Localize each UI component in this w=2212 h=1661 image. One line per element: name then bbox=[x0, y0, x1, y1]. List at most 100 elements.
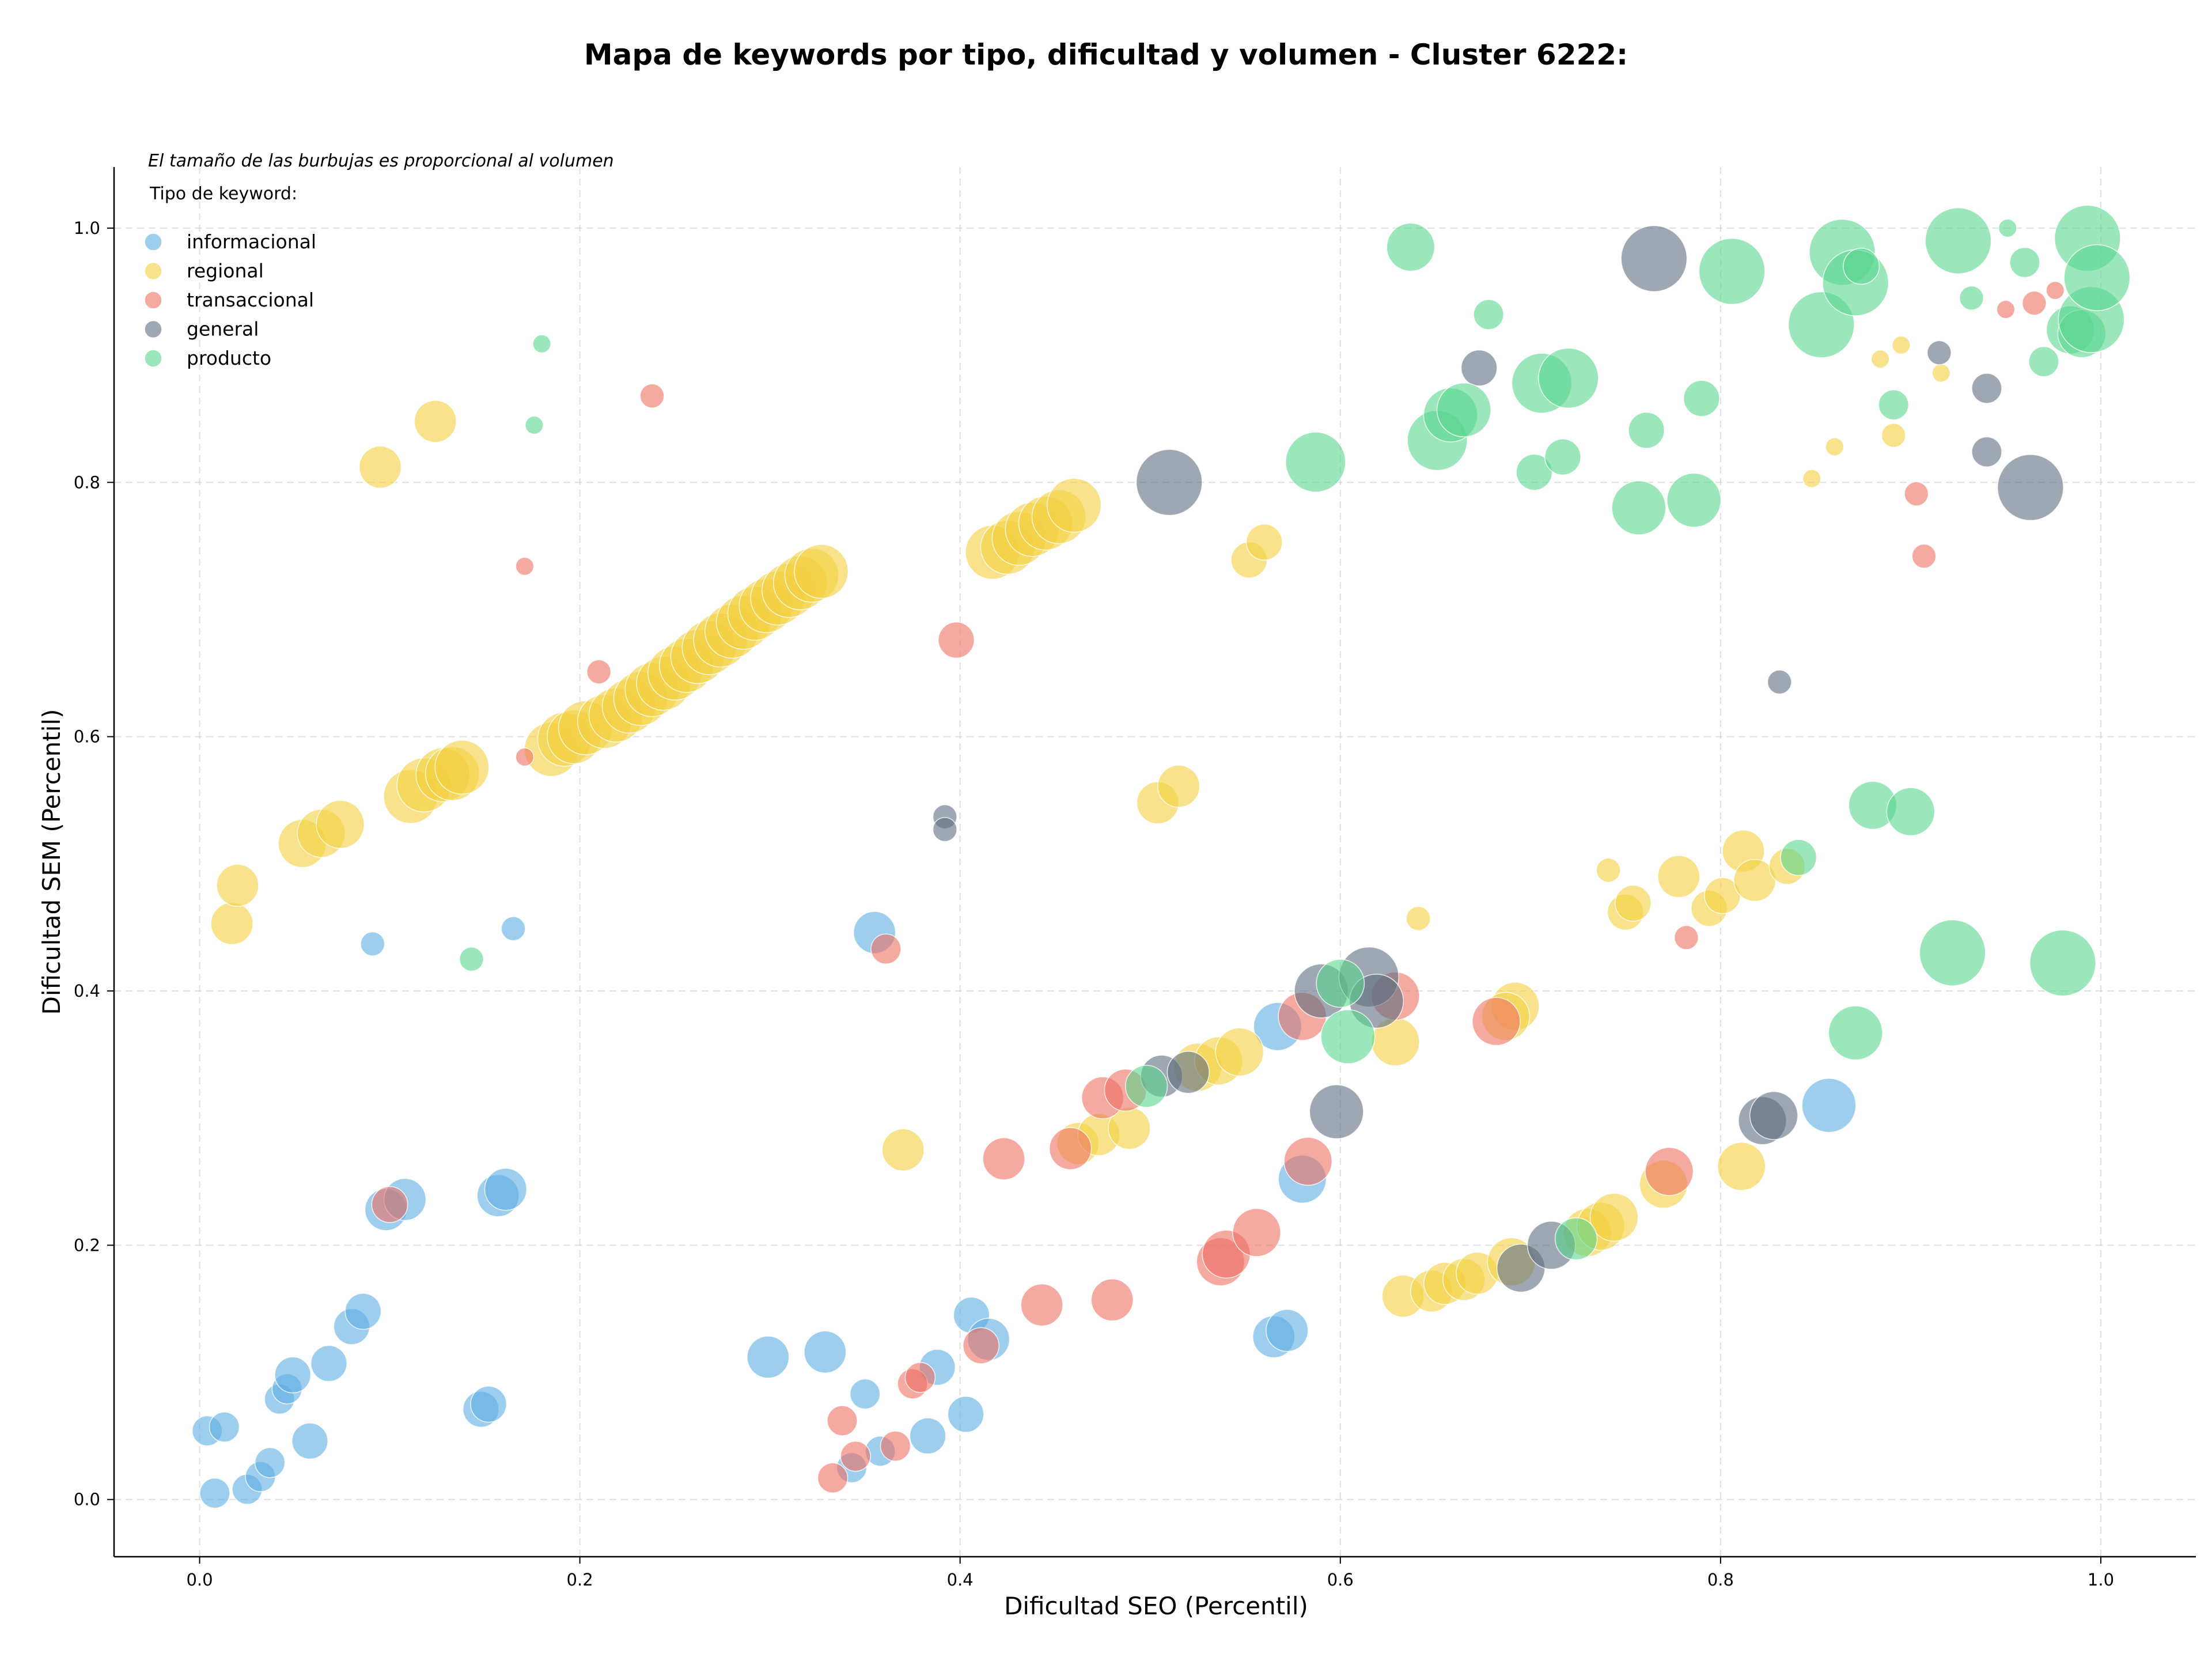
bubble-regional bbox=[216, 864, 259, 907]
bubble-informacional bbox=[909, 1417, 946, 1455]
bubble-informacional bbox=[360, 931, 385, 956]
bubble-informacional bbox=[274, 1356, 312, 1394]
bubble-producto bbox=[1780, 839, 1817, 876]
bubble-regional bbox=[1596, 857, 1621, 883]
bubble-regional bbox=[1825, 437, 1844, 456]
y-axis-title: Dificultad SEM (Percentil) bbox=[37, 709, 66, 1015]
bubble-transaccional bbox=[1645, 1147, 1694, 1196]
bubble-producto bbox=[1843, 248, 1880, 285]
bubble-general bbox=[1135, 449, 1203, 516]
bubble-transaccional bbox=[1232, 1208, 1281, 1257]
bubble-regional bbox=[316, 800, 365, 849]
bubble-transaccional bbox=[827, 1405, 858, 1436]
bubble-transaccional bbox=[2021, 290, 2047, 316]
bubble-regional bbox=[1615, 884, 1652, 922]
x-axis-title: Dificultad SEO (Percentil) bbox=[1004, 1592, 1308, 1620]
bubble-informacional bbox=[310, 1345, 347, 1382]
bubble-general bbox=[1971, 373, 2002, 404]
bubble-layer bbox=[191, 205, 2131, 1509]
bubble-transaccional bbox=[2046, 281, 2065, 300]
bubble-regional bbox=[1406, 906, 1431, 931]
bubble-transaccional bbox=[1283, 1137, 1333, 1186]
bubble-transaccional bbox=[938, 621, 975, 659]
bubble-general bbox=[1620, 225, 1688, 292]
legend-marker bbox=[144, 320, 162, 339]
bubble-regional bbox=[1157, 765, 1200, 808]
legend-item-informacional: informacional bbox=[144, 230, 316, 253]
legend: El tamaño de las burbujas es proporciona… bbox=[144, 151, 614, 369]
bubble-informacional bbox=[947, 1395, 984, 1433]
bubble-size-note: El tamaño de las burbujas es proporciona… bbox=[148, 151, 614, 171]
bubble-informacional bbox=[804, 1330, 847, 1374]
legend-marker bbox=[144, 291, 162, 309]
bubble-transaccional bbox=[586, 659, 612, 684]
bubble-transaccional bbox=[1904, 481, 1929, 506]
x-tick-label: 0.0 bbox=[186, 1570, 213, 1590]
bubble-informacional bbox=[291, 1422, 328, 1460]
bubble-producto bbox=[1666, 472, 1722, 528]
legend-label: transaccional bbox=[187, 289, 314, 311]
chart-title: Mapa de keywords por tipo, dificultad y … bbox=[584, 38, 1628, 71]
bubble-regional bbox=[1215, 1027, 1264, 1077]
bubble-informacional bbox=[501, 916, 526, 941]
bubble-regional bbox=[1047, 478, 1102, 533]
legend-label: regional bbox=[187, 260, 264, 282]
bubble-transaccional bbox=[1020, 1283, 1063, 1327]
bubble-producto bbox=[525, 415, 544, 435]
bubble-regional bbox=[881, 1128, 925, 1171]
bubble-regional bbox=[1657, 855, 1700, 898]
bubble-producto bbox=[1436, 382, 1491, 438]
ticks: 0.0 0.2 0.4 0.6 0.8 1.0 0.0 0.2 0.4 0.6 0.8 1.0 bbox=[74, 218, 2114, 1590]
bubble-regional bbox=[1892, 335, 1911, 355]
bubble-regional bbox=[414, 400, 457, 443]
bubble-transaccional bbox=[1090, 1278, 1134, 1322]
bubble-producto bbox=[1959, 285, 1984, 311]
bubble-informacional bbox=[199, 1477, 230, 1509]
bubble-general bbox=[1749, 1091, 1798, 1140]
bubble-transaccional bbox=[840, 1440, 871, 1472]
bubble-transaccional bbox=[982, 1137, 1025, 1181]
legend-label: informacional bbox=[187, 230, 316, 253]
y-tick-label: 0.2 bbox=[74, 1235, 100, 1255]
x-tick-label: 0.8 bbox=[1707, 1570, 1734, 1590]
bubble-transaccional bbox=[1048, 1127, 1092, 1170]
bubble-regional bbox=[210, 902, 253, 945]
bubble-producto bbox=[1698, 238, 1766, 305]
bubble-transaccional bbox=[870, 933, 902, 964]
bubble-producto bbox=[1320, 1009, 1376, 1064]
legend-items: informacional regional transaccional genera… bbox=[144, 230, 316, 369]
legend-label: producto bbox=[187, 347, 271, 369]
series-general bbox=[932, 225, 2064, 1293]
bubble-informacional bbox=[209, 1412, 240, 1443]
x-tick-label: 0.4 bbox=[947, 1570, 974, 1590]
grid bbox=[114, 167, 2196, 1557]
bubble-producto bbox=[459, 947, 484, 972]
bubble-regional bbox=[794, 544, 849, 599]
bubble-producto bbox=[1683, 380, 1720, 417]
y-tick-label: 0.8 bbox=[74, 472, 100, 492]
bubble-transaccional bbox=[639, 383, 665, 408]
bubble-transaccional bbox=[904, 1362, 936, 1393]
y-tick-label: 0.4 bbox=[74, 981, 100, 1001]
legend-title: Tipo de keyword: bbox=[149, 184, 297, 204]
bubble-general bbox=[1309, 1084, 1364, 1140]
bubble-producto bbox=[2029, 929, 2096, 997]
bubble-regional bbox=[1589, 1193, 1639, 1242]
legend-label: general bbox=[187, 318, 259, 340]
bubble-producto bbox=[1386, 222, 1435, 272]
bubble-producto bbox=[1516, 453, 1553, 491]
bubble-producto bbox=[1544, 438, 1581, 476]
bubble-informacional bbox=[344, 1293, 382, 1330]
bubble-producto bbox=[1828, 1005, 1883, 1061]
bubble-general bbox=[1971, 436, 2002, 468]
bubble-informacional bbox=[747, 1335, 790, 1379]
bubble-transaccional bbox=[371, 1186, 408, 1223]
bubble-informacional bbox=[1801, 1078, 1857, 1133]
x-tick-label: 1.0 bbox=[2088, 1570, 2114, 1590]
legend-marker bbox=[144, 349, 162, 368]
bubble-transaccional bbox=[515, 747, 535, 767]
bubble-general bbox=[1997, 454, 2064, 521]
bubble-transaccional bbox=[515, 557, 535, 576]
x-tick-label: 0.6 bbox=[1327, 1570, 1354, 1590]
bubble-transaccional bbox=[1472, 997, 1521, 1046]
